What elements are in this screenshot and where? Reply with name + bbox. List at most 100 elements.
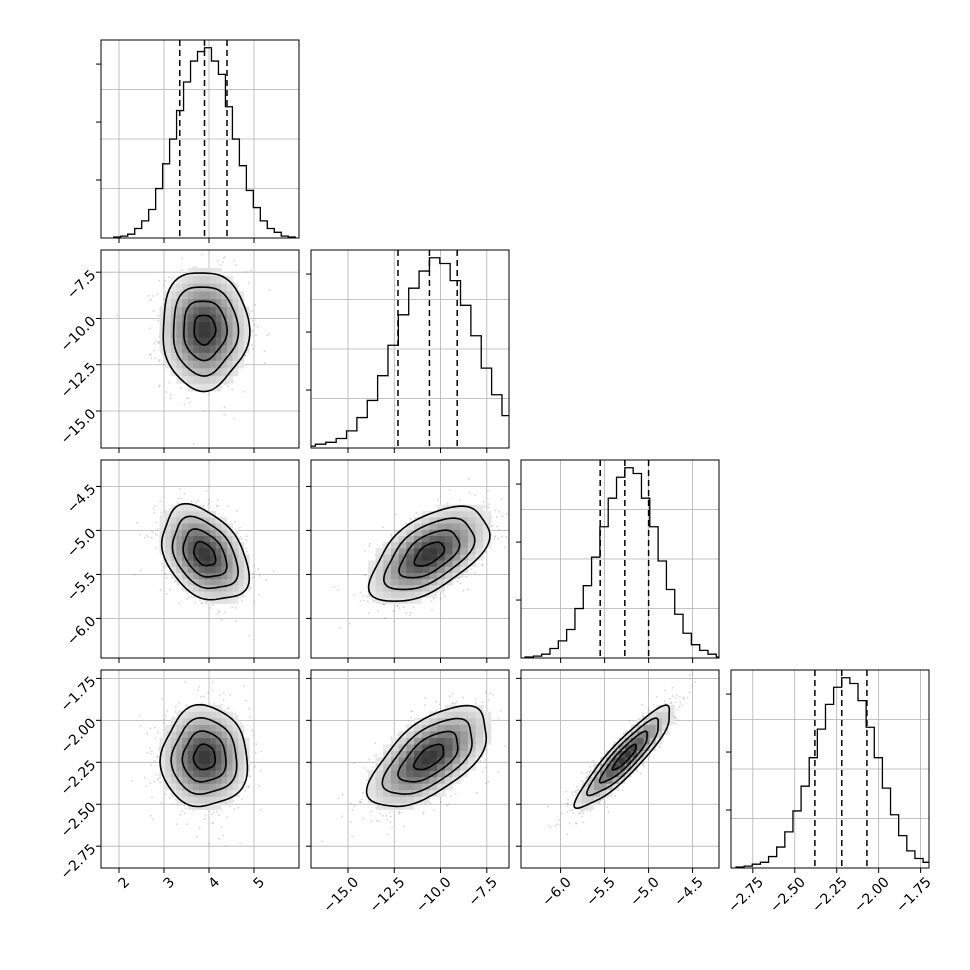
density-cell [193,291,200,300]
density-cell [452,547,461,555]
density-cell [215,535,222,543]
scatter-point [253,765,256,768]
scatter-point [256,325,259,328]
scatter-point [175,823,178,826]
scatter-point [149,727,152,730]
density-cell [170,510,177,518]
scatter-point [159,500,162,503]
scatter-point [259,769,262,772]
density-cell [182,529,188,536]
scatter-point [239,722,242,725]
scatter-point [346,573,349,576]
scatter-point [145,784,148,787]
density-cell [165,770,172,778]
density-cell [406,578,415,586]
density-cell [226,291,233,300]
density-cell [182,291,188,300]
density-cell [187,776,194,784]
density-cell [170,298,177,307]
density-cell [398,554,407,561]
scatter-point [169,397,172,400]
scatter-point [536,463,538,465]
density-cell [238,724,245,732]
density-cell [215,368,222,377]
scatter-point [450,795,452,798]
contour-line [193,314,217,346]
density-cell [187,344,194,353]
density-cell [215,337,222,346]
density-cell [187,783,194,791]
scatter-point [247,281,250,284]
density-cell [198,344,205,353]
scatter-point [157,319,159,322]
density-cell [226,711,233,719]
density-cell [367,560,376,567]
scatter-point [190,595,193,598]
density-cell [215,770,222,778]
scatter-point [148,295,150,297]
density-cell [226,321,233,330]
density-panel-1-2 [306,459,538,663]
density-cell [198,314,205,323]
scatter-point [222,257,225,260]
density-cell [187,291,194,300]
density-cell [215,789,222,797]
density-cell [210,776,217,784]
scatter-point [246,535,248,538]
scatter-point [186,592,188,595]
density-cell [226,724,233,732]
density-cell [421,510,430,518]
density-cell [414,547,423,555]
density-cell [165,763,172,771]
density-cell [182,789,188,797]
scatter-point [153,780,156,783]
density-cell [226,717,233,725]
density-cell [198,321,205,330]
scatter-point [249,716,252,719]
scatter-point [185,823,188,826]
scatter-point [402,606,405,609]
scatter-point [138,533,141,536]
scatter-point [272,570,275,573]
density-cell [406,529,415,536]
scatter-point [201,702,204,705]
scatter-point [422,812,425,815]
density-cell [429,517,438,524]
density-cell [165,529,172,536]
scatter-point [366,779,368,782]
scatter-point [251,309,254,312]
scatter-point [350,821,352,824]
density-cell [238,547,245,555]
density-cell [198,737,205,745]
density-cell [215,560,222,567]
density-cell [421,566,430,573]
density-cell [215,554,222,561]
density-cell [437,535,446,543]
scatter-point [390,533,393,536]
density-cell [187,560,194,567]
scatter-point [200,253,203,256]
scatter-point [179,386,182,389]
density-cell [187,517,194,524]
density-cell [460,504,469,512]
density-cell [398,585,407,592]
scatter-point [136,521,138,524]
scatter-point [201,601,204,604]
scatter-point [238,538,241,540]
density-cell [221,737,228,745]
density-cell [187,337,194,346]
density-cell [406,554,415,561]
density-cell [182,560,188,567]
density-cell [193,711,200,719]
scatter-point [366,595,369,598]
density-cell [198,352,205,361]
scatter-point [364,574,367,577]
density-cell [437,547,446,555]
scatter-point [179,813,182,816]
density-cell [182,283,188,292]
density-cell [226,783,233,791]
scatter-point [251,576,254,579]
density-cell [193,523,200,530]
density-cell [232,535,239,543]
scatter-point [409,518,412,520]
